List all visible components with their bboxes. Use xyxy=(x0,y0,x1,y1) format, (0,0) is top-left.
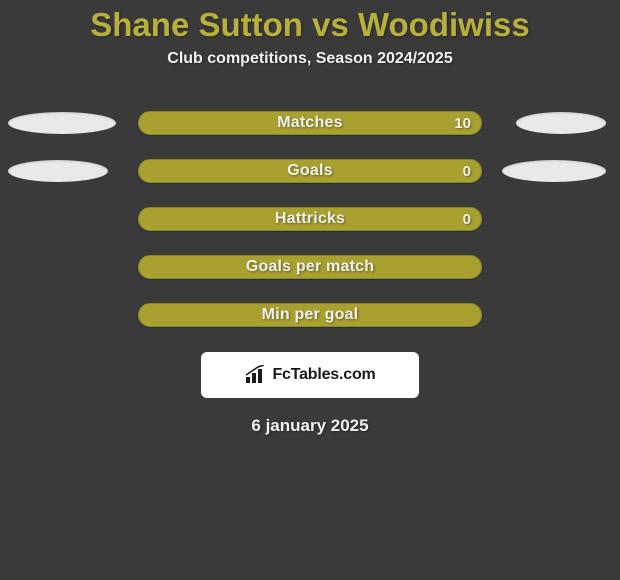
stat-value: 0 xyxy=(463,211,471,228)
stat-bar: Min per goal xyxy=(138,303,482,327)
date-text: 6 january 2025 xyxy=(0,416,620,436)
stat-row: Hattricks 0 xyxy=(0,206,620,232)
stat-row: Goals 0 xyxy=(0,158,620,184)
right-ellipse xyxy=(502,160,606,182)
page-title: Shane Sutton vs Woodiwiss xyxy=(0,0,620,44)
stat-row: Min per goal xyxy=(0,302,620,328)
stat-bar: Goals per match xyxy=(138,255,482,279)
stat-label: Goals xyxy=(287,162,332,180)
stat-value: 0 xyxy=(463,163,471,180)
left-ellipse xyxy=(8,160,108,182)
stat-label: Matches xyxy=(277,114,342,132)
logo-text: FcTables.com xyxy=(272,366,375,384)
stat-value: 10 xyxy=(454,115,471,132)
logo-box: FcTables.com xyxy=(201,352,419,398)
stat-label: Hattricks xyxy=(275,210,345,228)
left-ellipse xyxy=(8,112,116,134)
stat-row: Goals per match xyxy=(0,254,620,280)
stat-bar: Goals 0 xyxy=(138,159,482,183)
stat-label: Goals per match xyxy=(246,258,374,276)
stat-label: Min per goal xyxy=(262,306,359,324)
stat-bar: Hattricks 0 xyxy=(138,207,482,231)
bars-icon xyxy=(244,365,268,385)
infographic-root: Shane Sutton vs Woodiwiss Club competiti… xyxy=(0,0,620,580)
stats-rows: Matches 10 Goals 0 Hattricks 0 Goals per match… xyxy=(0,110,620,328)
right-ellipse xyxy=(516,112,606,134)
stat-row: Matches 10 xyxy=(0,110,620,136)
subtitle: Club competitions, Season 2024/2025 xyxy=(0,50,620,68)
stat-bar: Matches 10 xyxy=(138,111,482,135)
